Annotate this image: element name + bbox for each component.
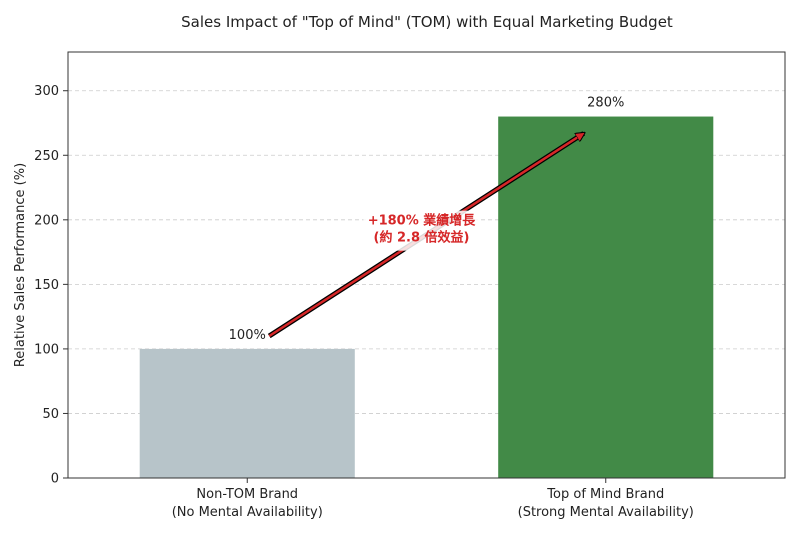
labels: 100% 280% xyxy=(229,96,625,343)
y-axis-label: Relative Sales Performance (%) xyxy=(13,163,28,367)
chart-title: Sales Impact of "Top of Mind" (TOM) with… xyxy=(181,13,673,31)
x-tick-label: (No Mental Availability) xyxy=(172,505,323,520)
y-tick-label: 150 xyxy=(34,278,59,293)
axes: 0 50 100 150 200 250 300 Non-TOM Brand (No Menta… xyxy=(34,51,786,520)
y-tick-label: 100 xyxy=(34,342,59,357)
y-tick-label: 50 xyxy=(42,407,59,422)
data-label: 100% xyxy=(229,328,266,343)
data-label: 280% xyxy=(587,96,624,111)
y-tick-label: 250 xyxy=(34,149,59,164)
y-tick-label: 300 xyxy=(34,84,59,99)
x-tick-label: (Strong Mental Availability) xyxy=(518,505,694,520)
bars xyxy=(139,116,714,478)
plot-frame xyxy=(67,51,786,479)
annotation: +180% 業績增長(約 2.8 倍效益) xyxy=(267,131,584,339)
bar xyxy=(498,116,714,478)
annotation-background xyxy=(363,210,480,251)
annotation-text: +180% 業績增長 xyxy=(368,213,477,229)
y-tick-label: 200 xyxy=(34,213,59,228)
annotation-text: (約 2.8 倍效益) xyxy=(374,230,470,246)
x-tick-label: Top of Mind Brand xyxy=(546,487,664,502)
x-tick-label: Non-TOM Brand xyxy=(196,487,298,502)
bar xyxy=(139,348,355,478)
y-tick-label: 0 xyxy=(51,472,59,487)
